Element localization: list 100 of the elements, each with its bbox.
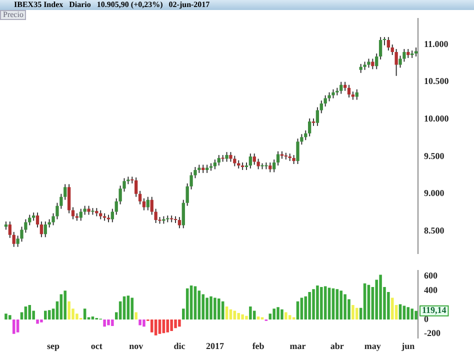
candlestick bbox=[316, 106, 320, 126]
bar bbox=[363, 283, 366, 320]
candlestick bbox=[79, 208, 82, 222]
bar bbox=[44, 310, 47, 320]
bar bbox=[166, 319, 170, 332]
candlestick bbox=[394, 48, 398, 76]
candlestick bbox=[355, 88, 358, 100]
x-tick-label: jun bbox=[400, 340, 415, 351]
bar bbox=[158, 319, 162, 334]
bar bbox=[214, 298, 216, 320]
y-tick-label: 10.500 bbox=[424, 76, 450, 86]
text: 119,14 bbox=[422, 305, 447, 316]
bar bbox=[296, 301, 300, 320]
y-tick-label: 9.500 bbox=[424, 150, 445, 161]
candlestick bbox=[178, 216, 182, 229]
y-tick-label: 600 bbox=[424, 270, 438, 280]
bar bbox=[324, 286, 327, 320]
bar bbox=[328, 288, 331, 320]
candlestick bbox=[67, 184, 71, 214]
y-tick-label: 400 bbox=[424, 284, 438, 295]
x-tick-label: nov bbox=[129, 340, 144, 351]
candlestick bbox=[44, 220, 47, 238]
candlestick bbox=[217, 154, 220, 166]
bar bbox=[304, 296, 308, 320]
bar bbox=[60, 294, 63, 320]
candlestick bbox=[12, 231, 16, 248]
candlestick bbox=[134, 176, 138, 198]
bar bbox=[122, 296, 126, 320]
candlestick bbox=[71, 206, 75, 220]
bar bbox=[308, 292, 311, 320]
candlestick bbox=[110, 208, 114, 223]
bar bbox=[406, 307, 410, 320]
bar bbox=[252, 310, 256, 320]
candlestick bbox=[308, 118, 312, 137]
x-tick-label: oct bbox=[90, 340, 102, 351]
candlestick bbox=[8, 220, 12, 238]
candlestick bbox=[182, 199, 185, 229]
bar bbox=[83, 308, 86, 320]
candlestick bbox=[276, 150, 280, 166]
bar bbox=[367, 284, 370, 320]
bar bbox=[237, 312, 240, 320]
bar bbox=[111, 319, 114, 326]
bar bbox=[225, 306, 228, 320]
bar bbox=[398, 304, 402, 320]
candlestick bbox=[272, 159, 276, 173]
bar bbox=[356, 308, 358, 320]
y-tick-label: 8.500 bbox=[424, 226, 445, 236]
chart-title: IBEX35 Index Diario 10.905,90 (+0,23%) 02-jun-2017 bbox=[0, 0, 474, 10]
bar bbox=[202, 294, 204, 320]
bar bbox=[68, 301, 70, 320]
bar bbox=[190, 286, 193, 320]
bar bbox=[107, 319, 110, 326]
bar bbox=[24, 306, 28, 320]
candlestick bbox=[347, 84, 351, 98]
bar bbox=[300, 298, 304, 320]
bar bbox=[134, 312, 138, 320]
candlestick bbox=[229, 152, 232, 162]
candlestick bbox=[225, 152, 228, 162]
bar bbox=[256, 316, 260, 320]
bar bbox=[241, 314, 244, 320]
bar bbox=[48, 310, 51, 320]
candlestick bbox=[64, 184, 67, 200]
x-tick-label: dic bbox=[174, 340, 186, 351]
x-tick-label: may bbox=[364, 340, 382, 351]
candlestick bbox=[382, 36, 386, 46]
y-tick-label: 9.000 bbox=[424, 188, 445, 198]
bar bbox=[344, 294, 346, 320]
candlestick bbox=[138, 190, 142, 205]
bar bbox=[332, 288, 335, 320]
candlestick bbox=[296, 138, 300, 164]
bar bbox=[150, 319, 154, 332]
y-tick-label: 10.000 bbox=[424, 114, 450, 124]
candlestick bbox=[40, 220, 44, 238]
bar bbox=[198, 290, 201, 320]
candlestick bbox=[142, 198, 146, 211]
candlestick bbox=[320, 100, 323, 114]
candlestick bbox=[248, 153, 252, 169]
bar bbox=[336, 289, 339, 320]
bar bbox=[402, 306, 406, 320]
bar bbox=[249, 306, 252, 320]
bar bbox=[126, 296, 130, 320]
candlestick bbox=[375, 52, 378, 70]
candlestick bbox=[36, 212, 40, 228]
x-tick-label: abr bbox=[330, 340, 344, 351]
bar bbox=[280, 309, 284, 320]
bar bbox=[91, 316, 94, 320]
candlestick bbox=[146, 196, 150, 211]
chart-subtitle: Precio bbox=[0, 10, 26, 20]
bar bbox=[142, 319, 146, 327]
candlestick bbox=[386, 36, 390, 52]
bar bbox=[229, 309, 232, 320]
bar bbox=[206, 298, 208, 320]
y-tick-label: 0 bbox=[424, 314, 429, 324]
bar bbox=[64, 290, 66, 320]
bar bbox=[174, 319, 177, 328]
bar bbox=[272, 308, 276, 320]
candlestick bbox=[233, 155, 236, 167]
bar bbox=[36, 319, 39, 324]
bar bbox=[194, 286, 197, 320]
x-tick-label: mar bbox=[290, 340, 306, 351]
